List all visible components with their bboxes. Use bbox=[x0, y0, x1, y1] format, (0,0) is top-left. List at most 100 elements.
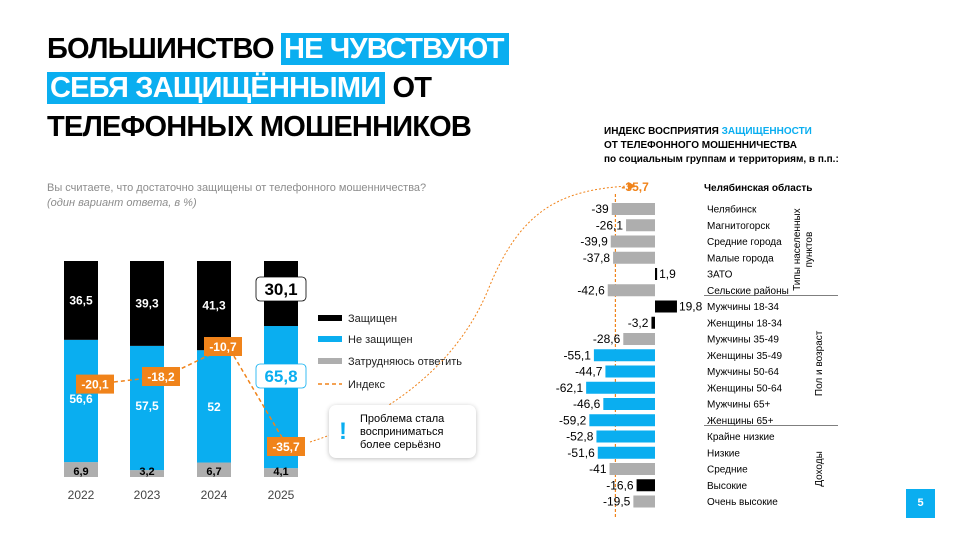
bar-not-protected-2022 bbox=[64, 339, 98, 463]
question-note: (один вариант ответа, в %) bbox=[47, 197, 197, 209]
value-row-2-1: -51,6 bbox=[567, 446, 595, 460]
label-box-not-protected-2025 bbox=[255, 363, 307, 389]
category-row-1-2: Мужчины 35-49 bbox=[707, 335, 779, 346]
group-income-label: Доходы bbox=[814, 451, 825, 487]
value-row-1-4: -44,7 bbox=[575, 365, 603, 379]
category-row-1-7: Женщины 65+ bbox=[707, 416, 774, 427]
label-not-protected-2025: 65,8 bbox=[264, 367, 297, 386]
bar-dont-know-2025 bbox=[264, 468, 298, 477]
label-dont-know-2022: 6,9 bbox=[73, 466, 88, 478]
bar-protected-2024 bbox=[197, 261, 231, 351]
label-protected-2023: 39,3 bbox=[135, 296, 159, 310]
bar-protected-2022 bbox=[64, 261, 98, 340]
bar-row-2-2 bbox=[609, 463, 655, 475]
legend-dont-know-swatch bbox=[318, 358, 342, 364]
label-not-protected-2022: 56,6 bbox=[69, 392, 93, 406]
value-row-0-0: -39 bbox=[591, 202, 609, 216]
value-row-1-0: 19,8 bbox=[679, 300, 703, 314]
index-chart-title: ИНДЕКС ВОСПРИЯТИЯ ЗАЩИЩЕННОСТИ ОТ ТЕЛЕФО… bbox=[604, 126, 839, 165]
index-box-2023 bbox=[142, 367, 180, 386]
question-text: Вы считаете, что достаточно защищены от … bbox=[47, 182, 427, 194]
value-row-1-7: -59,2 bbox=[559, 413, 587, 427]
value-row-0-3: -37,8 bbox=[583, 251, 611, 265]
label-box-protected-2025 bbox=[255, 276, 307, 302]
index-label-2023: -18,2 bbox=[147, 370, 175, 384]
legend-protected-label: Защищен bbox=[348, 313, 397, 325]
connector-arrowhead bbox=[628, 182, 636, 190]
x-tick-2023: 2023 bbox=[134, 488, 161, 502]
reference-value: -35,7 bbox=[621, 180, 649, 194]
bar-row-1-2 bbox=[623, 333, 655, 345]
bar-row-0-1 bbox=[626, 219, 655, 232]
label-protected-2025: 30,1 bbox=[264, 280, 297, 299]
bar-not-protected-2024 bbox=[197, 350, 231, 463]
index-box-2022 bbox=[76, 374, 114, 394]
bar-row-1-1 bbox=[651, 316, 655, 329]
category-row-1-5: Женщины 50-64 bbox=[707, 383, 783, 394]
label-dont-know-2025: 4,1 bbox=[273, 466, 288, 478]
category-row-1-1: Женщины 18-34 bbox=[707, 318, 783, 329]
group-settlement-types-label: Типы населенныхпунктов bbox=[792, 208, 815, 291]
category-row-0-5: Сельские районы bbox=[707, 286, 789, 297]
label-protected-2022: 36,5 bbox=[69, 293, 93, 307]
title-line-3: ТЕЛЕФОННЫХ МОШЕННИКОВ bbox=[47, 111, 472, 143]
label-not-protected-2024: 52 bbox=[207, 400, 221, 414]
legend-dont-know-label: Затрудняюсь ответить bbox=[348, 356, 462, 368]
bar-not-protected-2023 bbox=[130, 345, 164, 471]
value-row-1-5: -62,1 bbox=[556, 381, 584, 395]
bar-row-0-5 bbox=[607, 284, 655, 297]
category-row-0-0: Челябинск bbox=[707, 204, 757, 216]
title-line-2: СЕБЯ ЗАЩИЩЁННЫМИ ОТ bbox=[47, 69, 509, 108]
legend-index-label: Индекс bbox=[348, 379, 385, 391]
bar-row-2-0 bbox=[596, 430, 655, 443]
value-row-2-4: -19,5 bbox=[603, 495, 631, 509]
index-box-2025 bbox=[267, 437, 305, 456]
bar-dont-know-2024 bbox=[197, 462, 231, 477]
label-protected-2024: 41,3 bbox=[202, 299, 226, 313]
value-row-1-1: -3,2 bbox=[628, 316, 649, 330]
legend-not-protected-label: Не защищен bbox=[348, 334, 413, 346]
x-tick-2024: 2024 bbox=[201, 488, 228, 502]
group-gender-age-label: Пол и возраст bbox=[814, 330, 825, 396]
title-line-1: БОЛЬШИНСТВО НЕ ЧУВСТВУЮТ bbox=[47, 30, 509, 69]
reference-label: Челябинская область bbox=[704, 182, 812, 194]
category-row-0-1: Магнитогорск bbox=[707, 221, 770, 232]
index-label-2022: -20,1 bbox=[81, 378, 109, 392]
bar-row-1-7 bbox=[589, 414, 655, 427]
bar-row-1-5 bbox=[586, 381, 655, 394]
category-row-2-4: Очень высокие bbox=[707, 497, 778, 508]
bar-row-1-3 bbox=[593, 349, 655, 362]
survey-question: Вы считаете, что достаточно защищены от … bbox=[47, 181, 426, 211]
value-row-2-2: -41 bbox=[589, 462, 607, 476]
page-number: 5 bbox=[906, 489, 935, 518]
bar-row-1-6 bbox=[603, 398, 655, 410]
x-tick-2025: 2025 bbox=[268, 488, 295, 502]
value-row-1-6: -46,6 bbox=[573, 397, 601, 411]
label-not-protected-2023: 57,5 bbox=[135, 399, 159, 413]
value-row-0-1: -26,1 bbox=[596, 218, 624, 232]
label-dont-know-2023: 3,2 bbox=[139, 466, 154, 478]
bar-row-0-3 bbox=[613, 251, 655, 264]
legend-protected-swatch bbox=[318, 315, 342, 321]
category-row-2-3: Высокие bbox=[707, 481, 747, 492]
x-tick-2022: 2022 bbox=[68, 488, 95, 502]
bar-protected-2023 bbox=[130, 261, 164, 346]
bar-row-2-3 bbox=[636, 479, 655, 492]
category-row-0-4: ЗАТО bbox=[707, 270, 733, 281]
value-row-0-4: 1,9 bbox=[659, 267, 676, 281]
category-row-1-3: Женщины 35-49 bbox=[707, 351, 783, 362]
index-label-2025: -35,7 bbox=[272, 440, 300, 454]
bar-row-0-2 bbox=[610, 235, 655, 248]
category-row-2-2: Средние bbox=[707, 465, 748, 476]
value-row-1-2: -28,6 bbox=[593, 332, 621, 346]
category-row-2-1: Низкие bbox=[707, 448, 740, 459]
insight-callout: ! Проблема стала восприниматься более се… bbox=[329, 405, 476, 458]
category-row-1-4: Мужчины 50-64 bbox=[707, 367, 779, 378]
exclamation-icon: ! bbox=[339, 418, 347, 445]
bar-dont-know-2023 bbox=[130, 470, 164, 477]
page-title: БОЛЬШИНСТВО НЕ ЧУВСТВУЮТ СЕБЯ ЗАЩИЩЁННЫМ… bbox=[47, 30, 509, 147]
bar-row-0-0 bbox=[611, 203, 655, 215]
category-row-0-3: Малые города bbox=[707, 253, 774, 264]
bar-row-1-0 bbox=[655, 300, 677, 313]
category-row-0-2: Средние города bbox=[707, 237, 782, 248]
